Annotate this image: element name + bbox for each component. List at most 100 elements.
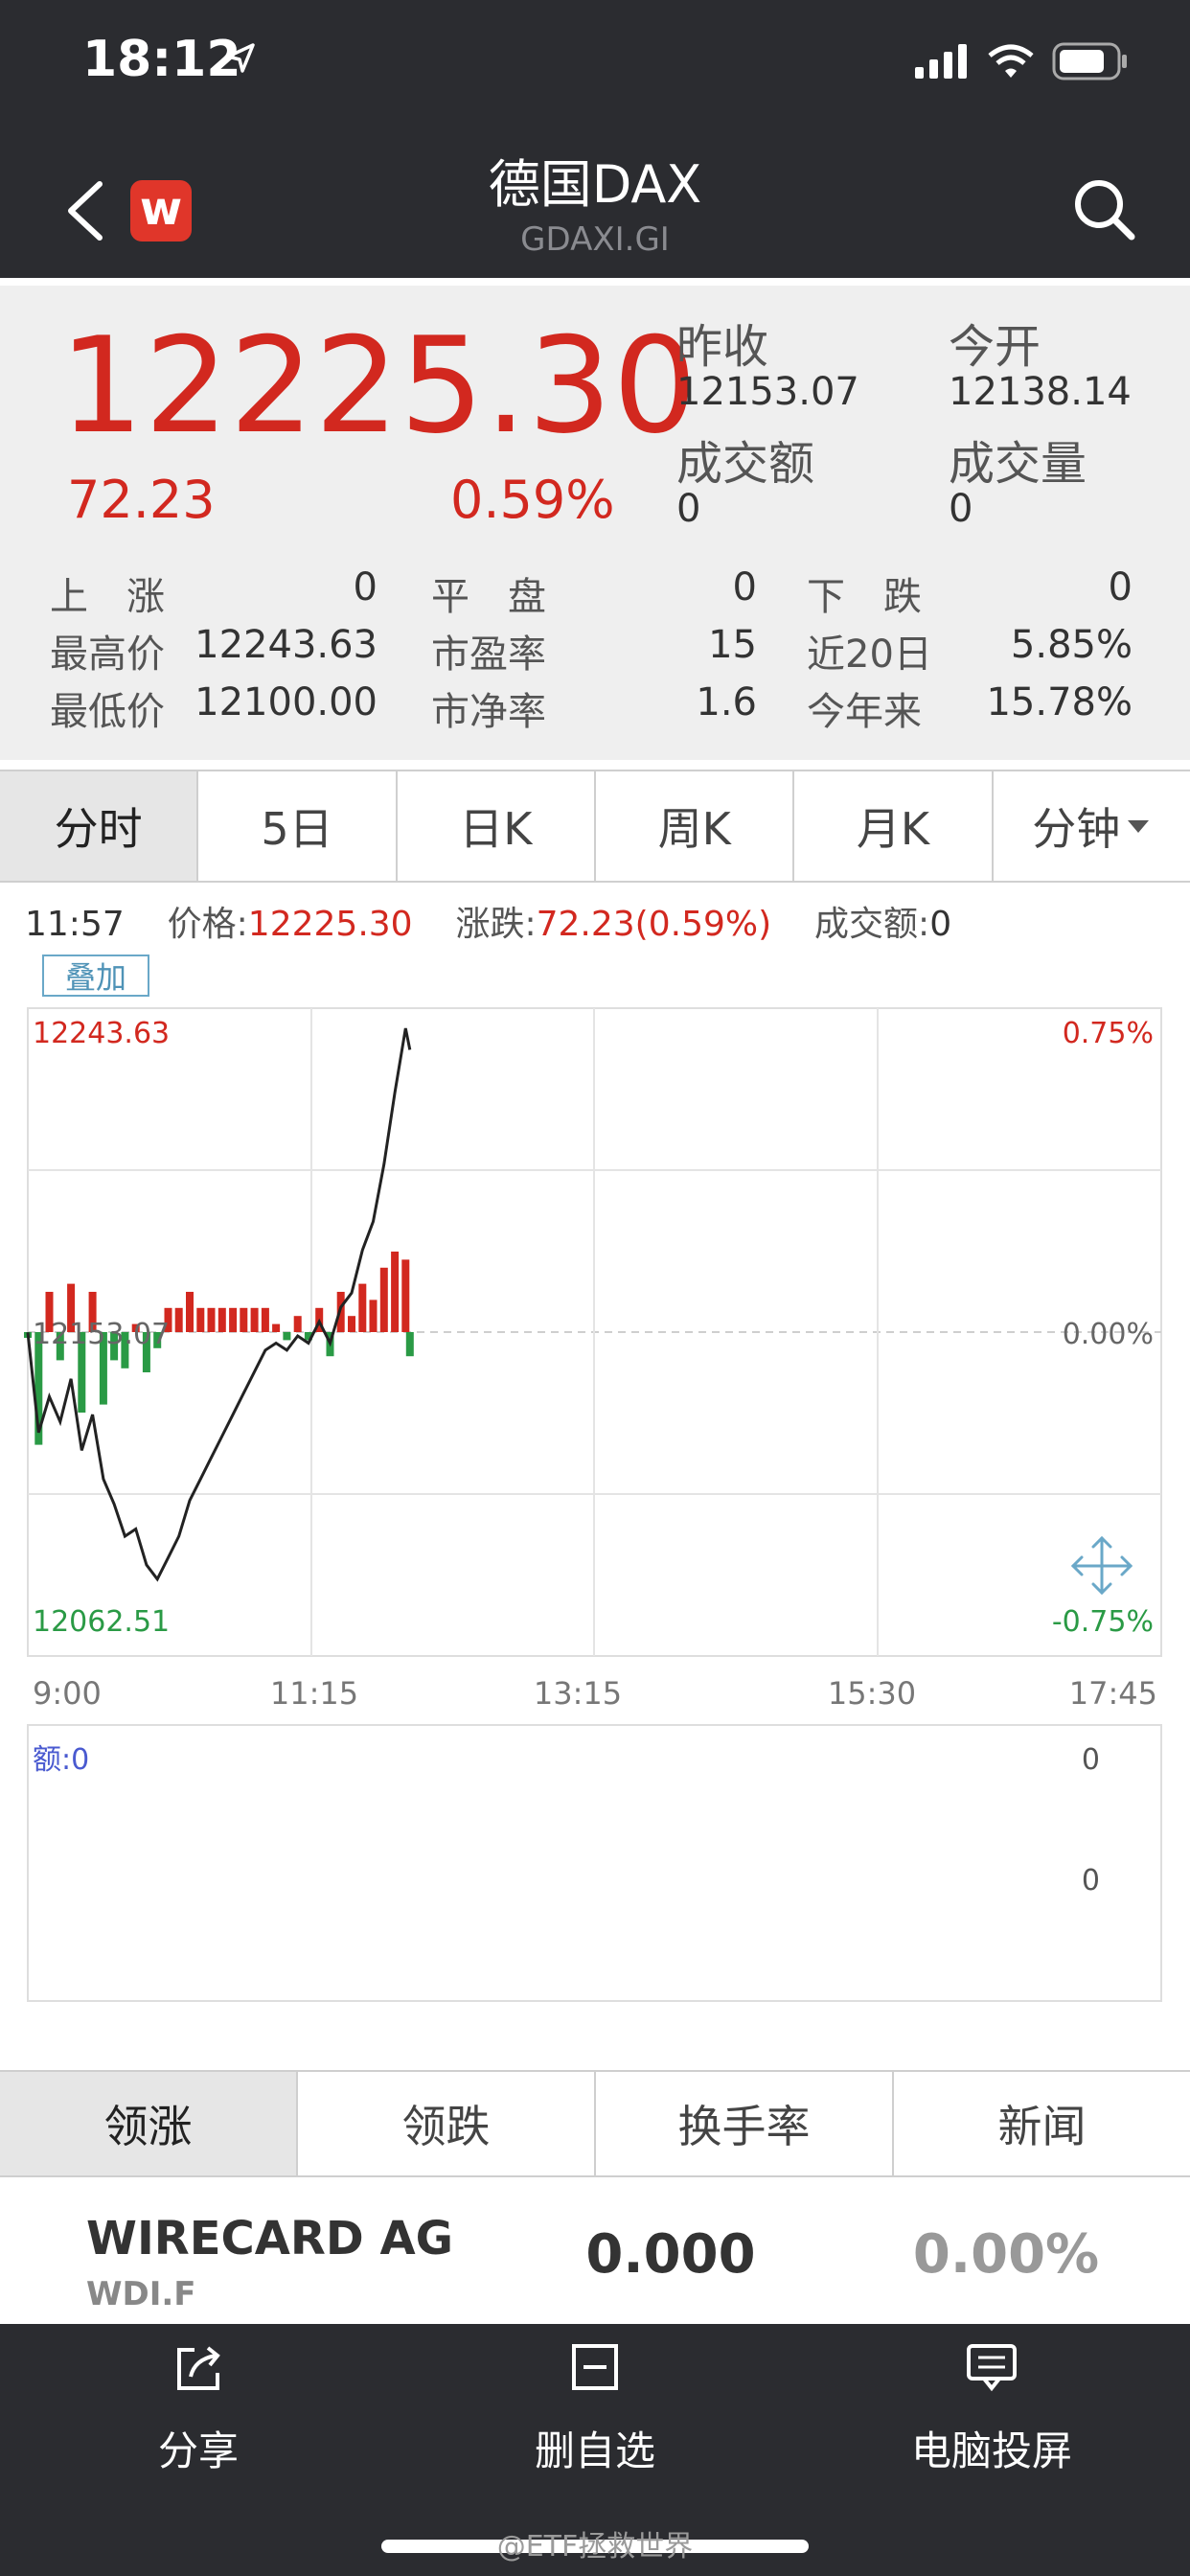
info-turnover: 0 [929,905,952,944]
fullscreen-expand-icon[interactable] [1070,1535,1133,1596]
deviation-bar [304,1332,312,1341]
volume-min: 0 [1082,1864,1100,1898]
deviation-bar [121,1332,129,1368]
current-price: 12225.30 [59,309,698,463]
deviation-bar [153,1332,162,1348]
stat-value: 12100.00 [195,680,378,724]
deviation-bar [142,1332,150,1372]
stat-value: 15.78% [986,680,1133,724]
stat-value: 0 [353,565,378,610]
turnover-value: 0 [676,487,701,531]
back-icon[interactable] [63,178,105,243]
x-tick: 15:30 [828,1675,916,1712]
stock-pct: 0.00% [912,2223,1100,2286]
tab-top-losers[interactable]: 领跌 [298,2072,596,2175]
deviation-bar [174,1307,183,1332]
deviation-bar [240,1307,248,1332]
turnover-label: 成交额 [676,437,815,491]
deviation-bar [207,1307,216,1332]
intraday-chart[interactable]: 12243.63 12153.07 12062.51 0.75% 0.00% -… [0,997,1190,2051]
watermark: @ETF拯救世界 [496,2530,694,2564]
list-item[interactable]: WIRECARD AG WDI.F 0.000 0.00% [0,2175,1190,2324]
search-icon[interactable] [1071,176,1138,243]
top-bar [0,0,1190,278]
y-pct-base: 0.00% [1063,1318,1154,1351]
tab-intraday[interactable]: 分时 [0,771,199,881]
tab-turnover-rate[interactable]: 换手率 [596,2072,894,2175]
price-change: 72.23 [67,470,216,530]
deviation-bar [358,1283,367,1332]
deviation-bar [272,1323,281,1332]
stat-value: 1.6 [696,680,757,724]
location-arrow-icon [226,43,255,73]
tab-daily-k[interactable]: 日K [398,771,596,881]
open-label: 今开 [949,320,1041,374]
screen-cast-label: 电脑投屏 [910,2427,1072,2474]
deviation-bar [283,1332,291,1341]
deviation-bar [405,1332,414,1357]
deviation-bar [34,1332,43,1445]
deviation-bar [186,1292,194,1332]
stat-value: 0 [1108,565,1133,610]
open-value: 12138.14 [949,370,1132,414]
info-change: 72.23(0.59%) [536,905,772,944]
volume-label: 成交量 [949,437,1087,491]
prev-close-label: 昨收 [676,320,769,374]
share-icon [177,2346,220,2390]
wifi-icon [988,44,1034,78]
stock-price: 0.000 [585,2223,756,2286]
deviation-bar [261,1307,269,1332]
tab-monthly-k[interactable]: 月K [794,771,994,881]
volume-value: 0 [949,487,973,531]
deviation-bar [110,1332,119,1361]
y-pct-low: -0.75% [1052,1605,1154,1639]
chart-tabs: 分时 5日 日K 周K 月K 分钟 [0,770,1190,883]
stat-label: 最高价 [50,632,165,677]
tab-weekly-k[interactable]: 周K [596,771,795,881]
info-time: 11:57 [25,905,125,944]
deviation-bar [78,1332,86,1413]
tab-minute[interactable]: 分钟 [994,771,1190,881]
list-tabs: 领涨 领跌 换手率 新闻 [0,2070,1190,2177]
deviation-bar [379,1267,388,1332]
deviation-bar [196,1307,205,1332]
deviation-bar [229,1307,238,1332]
dropdown-arrow-icon [1128,820,1150,833]
remove-watchlist-label: 删自选 [534,2427,655,2474]
tab-top-gainers[interactable]: 领涨 [0,2072,298,2175]
stock-name: WIRECARD AG [86,2212,453,2266]
stat-value: 0 [732,565,757,610]
stat-label: 市净率 [431,690,546,734]
deviation-bar [56,1332,64,1361]
deviation-bar [369,1300,378,1332]
info-price: 12225.30 [247,905,413,944]
screen-cast-button[interactable]: 电脑投屏 [793,2338,1190,2477]
y-label-low: 12062.51 [33,1605,170,1639]
tab-minute-label: 分钟 [1032,803,1121,855]
app-logo-icon: w [130,180,192,242]
deviation-bar [164,1307,172,1332]
x-tick: 13:15 [534,1675,622,1712]
stat-label: 近20日 [807,632,932,677]
overlay-button[interactable]: 叠加 [42,954,149,997]
info-change-label: 涨跌: [455,905,537,944]
stat-value: 12243.63 [195,623,378,667]
deviation-bar [99,1332,107,1405]
quote-panel [0,286,1190,760]
stat-value: 5.85% [1010,623,1133,667]
volume-max: 0 [1082,1743,1100,1777]
info-turnover-label: 成交额: [814,905,930,944]
page-subtitle: GDAXI.GI [520,220,670,259]
deviation-bar [131,1323,140,1332]
remove-watchlist-icon [572,2344,618,2390]
remove-watchlist-button[interactable]: 删自选 [397,2338,793,2477]
stock-code: WDI.F [86,2275,196,2313]
status-time: 18:12 [82,31,241,88]
deviation-bar [293,1316,302,1332]
tab-news[interactable]: 新闻 [997,2101,1087,2152]
share-button[interactable]: 分享 [0,2338,397,2477]
y-label-base: 12153.07 [33,1318,170,1351]
page-title: 德国DAX [488,154,702,215]
tab-5day[interactable]: 5日 [198,771,398,881]
deviation-bar [391,1252,400,1332]
